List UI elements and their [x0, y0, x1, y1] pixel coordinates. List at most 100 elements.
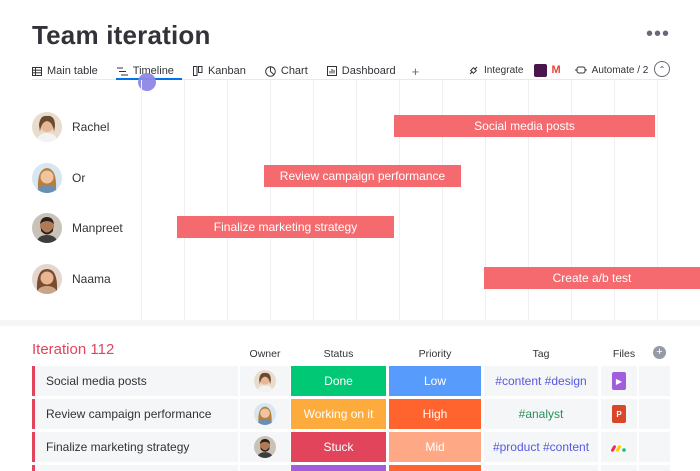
person-name: Or: [72, 171, 86, 185]
empty-cell: [639, 399, 670, 429]
empty-cell: [639, 366, 670, 396]
avatar: [254, 403, 276, 425]
table-icon: [32, 66, 42, 76]
view-tabs: Main table Timeline Kanban Chart Dashboa…: [32, 61, 438, 81]
integrate-button[interactable]: Integrate: [468, 65, 523, 76]
avatar: [32, 112, 62, 142]
plug-icon: [469, 66, 478, 74]
tab-dashboard[interactable]: Dashboard: [326, 65, 396, 77]
priority-cell[interactable]: Low: [389, 366, 481, 396]
timeline-bar-finalize-strategy[interactable]: Finalize marketing strategy: [177, 216, 394, 238]
tag-cell: [484, 465, 598, 471]
timeline-gridline: [571, 80, 572, 320]
board-tools: Integrate M Automate / 2: [468, 60, 653, 80]
integration-logos: M: [534, 63, 561, 77]
owner-cell[interactable]: [240, 399, 290, 429]
chevron-up-icon: ⌃: [658, 64, 666, 74]
table-row-partial: [32, 465, 672, 471]
empty-cell: [639, 465, 670, 471]
page-title: Team iteration: [32, 20, 211, 50]
timeline-bar-review-campaign[interactable]: Review campaign performance: [264, 165, 461, 187]
tab-label: Main table: [47, 65, 98, 77]
item-name[interactable]: Social media posts: [32, 366, 238, 396]
kanban-icon: [192, 66, 203, 76]
section-divider: [0, 320, 700, 326]
files-cell: [601, 465, 637, 471]
tab-label: Chart: [280, 65, 308, 77]
avatar: [32, 213, 62, 243]
timeline-gridline: [442, 80, 443, 320]
owner-cell[interactable]: [240, 432, 290, 462]
timeline-person-naama[interactable]: Naama: [32, 264, 111, 294]
files-cell[interactable]: ▶: [601, 366, 637, 396]
table-row[interactable]: Social media posts Done Low #content #de…: [32, 366, 672, 396]
tab-main-table[interactable]: Main table: [32, 65, 98, 77]
monday-file-icon: [611, 445, 626, 452]
cursor-indicator: [138, 73, 156, 91]
priority-cell[interactable]: High: [389, 399, 481, 429]
person-name: Rachel: [72, 120, 110, 134]
tab-label: Kanban: [207, 65, 246, 77]
priority-cell: [389, 465, 481, 471]
person-name: Manpreet: [72, 221, 123, 235]
column-header-owner[interactable]: Owner: [249, 348, 281, 360]
group-title[interactable]: Iteration 112: [32, 341, 115, 358]
column-header-files[interactable]: Files: [612, 348, 636, 360]
timeline-person-or[interactable]: Or: [32, 163, 85, 193]
item-name[interactable]: Review campaign performance: [32, 399, 238, 429]
avatar: [32, 264, 62, 294]
person-name: Naama: [72, 272, 111, 286]
chart-icon: [265, 65, 276, 77]
automate-label: Automate / 2: [591, 64, 649, 76]
status-cell[interactable]: Done: [291, 366, 386, 396]
timeline-bar-social-media-posts[interactable]: Social media posts: [394, 115, 655, 137]
status-cell: [291, 465, 386, 471]
timeline-person-manpreet[interactable]: Manpreet: [32, 213, 123, 243]
tabs-divider: [32, 79, 668, 80]
item-name: [32, 465, 238, 471]
empty-cell: [639, 432, 670, 462]
more-options-icon[interactable]: •••: [646, 23, 671, 45]
timeline-gridline: [270, 80, 271, 320]
files-cell[interactable]: [601, 432, 637, 462]
item-name[interactable]: Finalize marketing strategy: [32, 432, 238, 462]
table-row[interactable]: Finalize marketing strategy Stuck Mid #p…: [32, 432, 672, 462]
column-header-status[interactable]: Status: [323, 348, 354, 360]
integrate-label: Integrate: [484, 64, 524, 76]
timeline-bar-create-ab-test[interactable]: Create a/b test: [484, 267, 700, 289]
status-cell[interactable]: Stuck: [291, 432, 386, 462]
tag-cell[interactable]: #analyst: [484, 399, 598, 429]
table-row[interactable]: Review campaign performance Working on i…: [32, 399, 672, 429]
timeline-gridline: [657, 80, 658, 320]
tab-kanban[interactable]: Kanban: [192, 65, 246, 77]
timeline-gridline: [356, 80, 357, 320]
timeline-view: Rachel Or Manpreet Naama Social media po…: [0, 80, 700, 320]
status-cell[interactable]: Working on it: [291, 399, 386, 429]
timeline-gridline: [184, 80, 185, 320]
timeline-gridline: [485, 80, 486, 320]
timeline-icon: [116, 67, 128, 75]
tag-cell[interactable]: #product #content: [484, 432, 598, 462]
timeline-person-rachel[interactable]: Rachel: [32, 112, 109, 142]
add-view-button[interactable]: +: [411, 63, 420, 79]
owner-cell[interactable]: [240, 366, 290, 396]
files-cell[interactable]: P: [601, 399, 637, 429]
priority-cell[interactable]: Mid: [389, 432, 481, 462]
gmail-logo-icon: M: [551, 64, 561, 76]
timeline-gridline: [313, 80, 314, 320]
column-header-priority[interactable]: Priority: [418, 348, 452, 360]
tab-chart[interactable]: Chart: [265, 65, 308, 77]
robot-icon: [574, 66, 587, 74]
owner-cell: [240, 465, 290, 471]
timeline-gridline: [528, 80, 529, 320]
dashboard-icon: [326, 66, 337, 76]
slack-logo-icon: [534, 63, 548, 77]
avatar: [254, 370, 276, 392]
tab-label: Dashboard: [341, 65, 396, 77]
automate-button[interactable]: Automate / 2: [574, 64, 649, 76]
tag-cell[interactable]: #content #design: [484, 366, 598, 396]
column-header-tag[interactable]: Tag: [532, 348, 550, 360]
collapse-button[interactable]: ⌃: [654, 61, 670, 77]
timeline-gridline: [227, 80, 228, 320]
add-column-button[interactable]: +: [653, 346, 666, 359]
